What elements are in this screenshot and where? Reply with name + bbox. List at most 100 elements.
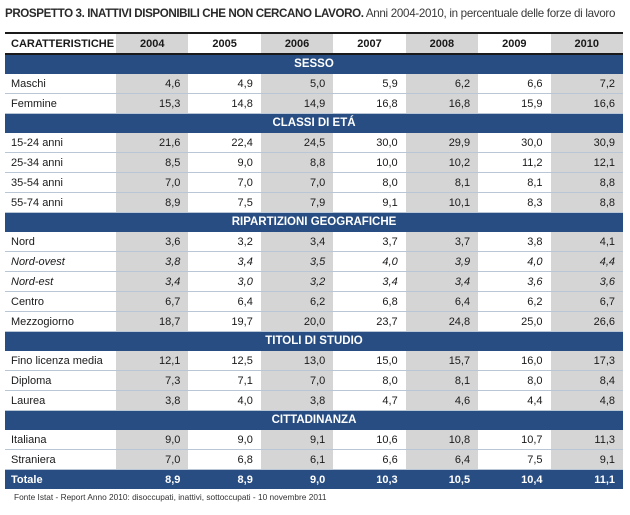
data-table: CARATTERISTICHE 2004 2005 2006 2007 2008… bbox=[5, 32, 623, 489]
cell-value: 3,8 bbox=[116, 390, 189, 411]
table-row: Nord-est 3,4 3,0 3,2 3,4 3,4 3,6 3,6 bbox=[5, 271, 623, 292]
cell-value: 24,8 bbox=[405, 311, 479, 332]
cell-value: 3,4 bbox=[260, 231, 334, 252]
cell-value: 8,1 bbox=[405, 172, 479, 193]
cell-value: 6,7 bbox=[550, 291, 623, 312]
cell-value: 4,0 bbox=[333, 251, 406, 272]
header-year: 2009 bbox=[478, 32, 551, 55]
cell-value: 7,0 bbox=[260, 370, 334, 391]
header-year: 2008 bbox=[405, 32, 479, 55]
row-label: Nord-est bbox=[5, 271, 116, 292]
row-label: Maschi bbox=[5, 73, 116, 94]
section-header-row: RIPARTIZIONI GEOGRAFICHE bbox=[5, 212, 623, 232]
section-header-row: CITTADINANZA bbox=[5, 410, 623, 430]
row-label: 55-74 anni bbox=[5, 192, 116, 213]
row-label: Laurea bbox=[5, 390, 116, 411]
cell-value: 16,8 bbox=[405, 93, 479, 114]
row-label: Centro bbox=[5, 291, 116, 312]
cell-value: 8,8 bbox=[550, 172, 623, 193]
section-header-row: CLASSI DI ETÁ bbox=[5, 113, 623, 133]
total-row: Totale 8,9 8,9 9,0 10,3 10,5 10,4 11,1 bbox=[5, 469, 623, 489]
row-label: Nord-ovest bbox=[5, 251, 116, 272]
cell-value: 7,5 bbox=[188, 192, 261, 213]
cell-value: 8,9 bbox=[116, 469, 189, 489]
cell-value: 3,6 bbox=[116, 231, 189, 252]
cell-value: 15,7 bbox=[405, 350, 479, 371]
cell-value: 3,7 bbox=[405, 231, 479, 252]
cell-value: 9,0 bbox=[260, 469, 334, 489]
cell-value: 7,9 bbox=[260, 192, 334, 213]
table-row: Femmine 15,3 14,8 14,9 16,8 16,8 15,9 16,6 bbox=[5, 93, 623, 114]
cell-value: 3,6 bbox=[550, 271, 623, 292]
cell-value: 4,0 bbox=[478, 251, 551, 272]
table-row: 15-24 anni 21,6 22,4 24,5 30,0 29,9 30,0 30,9 bbox=[5, 132, 623, 153]
cell-value: 6,8 bbox=[333, 291, 406, 312]
cell-value: 9,1 bbox=[550, 449, 623, 470]
cell-value: 8,0 bbox=[333, 172, 406, 193]
cell-value: 9,1 bbox=[333, 192, 406, 213]
cell-value: 6,2 bbox=[260, 291, 334, 312]
cell-value: 3,6 bbox=[478, 271, 551, 292]
cell-value: 7,0 bbox=[260, 172, 334, 193]
cell-value: 11,1 bbox=[550, 469, 623, 489]
row-label: Totale bbox=[5, 469, 116, 489]
cell-value: 4,9 bbox=[188, 73, 261, 94]
cell-value: 3,4 bbox=[405, 271, 479, 292]
cell-value: 8,0 bbox=[478, 370, 551, 391]
row-label: 35-54 anni bbox=[5, 172, 116, 193]
cell-value: 8,1 bbox=[405, 370, 479, 391]
row-label: Italiana bbox=[5, 429, 116, 450]
cell-value: 3,2 bbox=[188, 231, 261, 252]
cell-value: 4,8 bbox=[550, 390, 623, 411]
cell-value: 8,0 bbox=[333, 370, 406, 391]
row-label: Mezzogiorno bbox=[5, 311, 116, 332]
cell-value: 24,5 bbox=[260, 132, 334, 153]
cell-value: 6,4 bbox=[405, 449, 479, 470]
header-row: CARATTERISTICHE 2004 2005 2006 2007 2008… bbox=[5, 32, 623, 55]
section-title: RIPARTIZIONI GEOGRAFICHE bbox=[5, 212, 623, 232]
table-row: Italiana 9,0 9,0 9,1 10,6 10,8 10,7 11,3 bbox=[5, 429, 623, 450]
cell-value: 3,0 bbox=[188, 271, 261, 292]
cell-value: 6,1 bbox=[260, 449, 334, 470]
row-label: Fino licenza media bbox=[5, 350, 116, 371]
cell-value: 7,0 bbox=[188, 172, 261, 193]
cell-value: 8,3 bbox=[478, 192, 551, 213]
cell-value: 4,7 bbox=[333, 390, 406, 411]
header-year: 2004 bbox=[116, 32, 189, 55]
cell-value: 9,1 bbox=[260, 429, 334, 450]
cell-value: 12,1 bbox=[116, 350, 189, 371]
cell-value: 3,2 bbox=[260, 271, 334, 292]
cell-value: 29,9 bbox=[405, 132, 479, 153]
cell-value: 30,9 bbox=[550, 132, 623, 153]
cell-value: 17,3 bbox=[550, 350, 623, 371]
cell-value: 8,8 bbox=[550, 192, 623, 213]
cell-value: 3,8 bbox=[478, 231, 551, 252]
cell-value: 8,9 bbox=[188, 469, 261, 489]
section-title: SESSO bbox=[5, 54, 623, 74]
cell-value: 10,8 bbox=[405, 429, 479, 450]
cell-value: 3,7 bbox=[333, 231, 406, 252]
cell-value: 11,3 bbox=[550, 429, 623, 450]
cell-value: 7,3 bbox=[116, 370, 189, 391]
cell-value: 6,6 bbox=[478, 73, 551, 94]
table-row: Nord 3,6 3,2 3,4 3,7 3,7 3,8 4,1 bbox=[5, 231, 623, 252]
cell-value: 8,9 bbox=[116, 192, 189, 213]
cell-value: 16,8 bbox=[333, 93, 406, 114]
cell-value: 3,8 bbox=[260, 390, 334, 411]
cell-value: 6,2 bbox=[405, 73, 479, 94]
cell-value: 8,4 bbox=[550, 370, 623, 391]
cell-value: 13,0 bbox=[260, 350, 334, 371]
title-subtitle: Anni 2004-2010, in percentuale delle for… bbox=[363, 7, 616, 20]
cell-value: 15,0 bbox=[333, 350, 406, 371]
cell-value: 16,0 bbox=[478, 350, 551, 371]
table-row: Maschi 4,6 4,9 5,0 5,9 6,2 6,6 7,2 bbox=[5, 73, 623, 94]
cell-value: 30,0 bbox=[333, 132, 406, 153]
table-row: 25-34 anni 8,5 9,0 8,8 10,0 10,2 11,2 12,1 bbox=[5, 152, 623, 173]
cell-value: 9,0 bbox=[116, 429, 189, 450]
table-title: PROSPETTO 3. INATTIVI DISPONIBILI CHE NO… bbox=[5, 7, 627, 20]
cell-value: 11,2 bbox=[478, 152, 551, 173]
cell-value: 7,0 bbox=[116, 172, 189, 193]
cell-value: 3,5 bbox=[260, 251, 334, 272]
cell-value: 6,7 bbox=[116, 291, 189, 312]
source-note: Fonte Istat - Report Anno 2010: disoccup… bbox=[14, 492, 327, 502]
